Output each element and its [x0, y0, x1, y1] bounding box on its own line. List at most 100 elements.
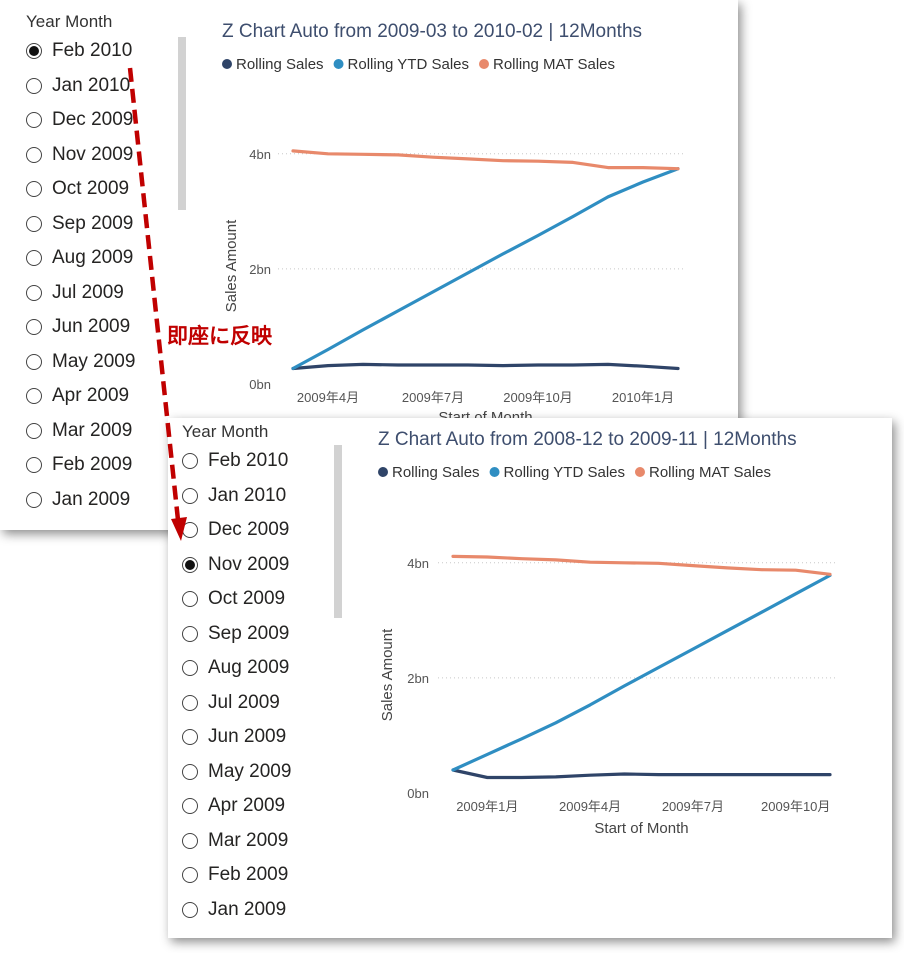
- radio-empty-icon[interactable]: [182, 729, 198, 745]
- y-axis-label: Sales Amount: [223, 219, 240, 312]
- z-chart: Z Chart Auto from 2008-12 to 2009-11 | 1…: [378, 429, 838, 837]
- slicer-item[interactable]: Dec 2009: [26, 104, 133, 136]
- slicer-item-label: Jan 2010: [208, 484, 287, 506]
- slicer-scrollbar[interactable]: [178, 37, 186, 210]
- slicer-item[interactable]: Feb 2010: [182, 445, 288, 477]
- series-line-rolling[interactable]: [451, 768, 832, 780]
- radio-empty-icon[interactable]: [26, 146, 42, 163]
- slicer-item-label: May 2009: [208, 760, 292, 782]
- radio-empty-icon[interactable]: [26, 457, 42, 473]
- slicer-item[interactable]: Apr 2009: [182, 790, 285, 822]
- slicer-item[interactable]: Nov 2009: [182, 549, 289, 581]
- radio-empty-icon[interactable]: [182, 660, 198, 676]
- y-tick-label: 4bn: [249, 147, 271, 162]
- slicer-item-label: Jan 2009: [208, 898, 287, 920]
- legend-marker: [489, 467, 500, 477]
- slicer-item[interactable]: Jul 2009: [182, 687, 280, 719]
- slicer-scrollbar[interactable]: [334, 445, 342, 618]
- slicer-item[interactable]: Jun 2009: [26, 311, 130, 343]
- radio-empty-icon[interactable]: [182, 453, 198, 469]
- x-tick-label: 2009年4月: [297, 390, 359, 405]
- legend-label[interactable]: Rolling MAT Sales: [493, 56, 615, 73]
- legend-label[interactable]: Rolling YTD Sales: [504, 464, 625, 481]
- series-line-ytd[interactable]: [451, 573, 832, 772]
- radio-empty-icon[interactable]: [182, 798, 198, 814]
- radio-empty-icon[interactable]: [26, 319, 42, 335]
- slicer-item[interactable]: May 2009: [26, 346, 135, 378]
- y-tick-label: 4bn: [407, 556, 429, 571]
- slicer-item[interactable]: Nov 2009: [26, 139, 133, 171]
- slicer-item[interactable]: May 2009: [182, 756, 291, 788]
- radio-empty-icon[interactable]: [182, 625, 198, 642]
- radio-empty-icon[interactable]: [182, 763, 198, 780]
- x-tick-label: 2009年7月: [402, 390, 464, 405]
- slicer-item[interactable]: Jan 2010: [182, 480, 286, 512]
- slicer-item-label: Sep 2009: [208, 622, 290, 644]
- radio-selected-icon[interactable]: [26, 43, 42, 59]
- legend-marker: [222, 59, 232, 69]
- radio-empty-icon[interactable]: [26, 77, 42, 94]
- z-chart: Z Chart Auto from 2009-03 to 2010-02 | 1…: [222, 21, 686, 426]
- radio-empty-icon[interactable]: [26, 491, 42, 508]
- radio-empty-icon[interactable]: [26, 284, 42, 301]
- radio-empty-icon[interactable]: [26, 112, 42, 128]
- slicer-item-label: Aug 2009: [208, 657, 290, 678]
- slicer-item[interactable]: Jul 2009: [26, 277, 124, 309]
- slicer-item-label: Apr 2009: [208, 795, 286, 816]
- slicer-item[interactable]: Jun 2009: [182, 721, 286, 753]
- radio-empty-icon[interactable]: [26, 250, 42, 266]
- slicer-item[interactable]: Feb 2009: [182, 859, 288, 891]
- legend-label[interactable]: Rolling YTD Sales: [348, 56, 469, 73]
- radio-empty-icon[interactable]: [182, 487, 198, 504]
- legend-label[interactable]: Rolling Sales: [392, 464, 480, 481]
- slicer-item-label: Jun 2009: [52, 316, 131, 337]
- radio-empty-icon[interactable]: [182, 591, 198, 607]
- slicer-item-label: Mar 2009: [208, 829, 289, 851]
- slicer-item[interactable]: Mar 2009: [26, 415, 132, 447]
- slicer-item[interactable]: Aug 2009: [182, 652, 289, 684]
- series-line-rolling[interactable]: [291, 362, 680, 371]
- legend-label[interactable]: Rolling MAT Sales: [649, 464, 771, 481]
- radio-empty-icon[interactable]: [182, 867, 198, 883]
- radio-empty-icon[interactable]: [182, 694, 198, 711]
- slicer-item[interactable]: Jan 2009: [26, 484, 130, 516]
- x-tick-label: 2009年7月: [662, 799, 724, 814]
- slicer-item[interactable]: Mar 2009: [182, 825, 288, 857]
- slicer-item-label: Jan 2009: [52, 488, 131, 510]
- x-tick-label: 2009年10月: [761, 799, 830, 814]
- slicer-item[interactable]: Jan 2010: [26, 70, 130, 102]
- slicer-item-label: Jul 2009: [208, 691, 280, 713]
- radio-empty-icon[interactable]: [182, 901, 198, 918]
- slicer-item[interactable]: Feb 2010: [26, 35, 132, 67]
- slicer-item[interactable]: Feb 2009: [26, 449, 132, 481]
- x-tick-label: 2009年1月: [456, 799, 518, 814]
- slicer-item[interactable]: Apr 2009: [26, 380, 129, 412]
- radio-empty-icon[interactable]: [26, 181, 42, 197]
- legend-label[interactable]: Rolling Sales: [236, 56, 324, 73]
- series-line-mat[interactable]: [451, 554, 832, 576]
- slicer-item[interactable]: Jan 2009: [182, 894, 286, 926]
- slicer-item[interactable]: Oct 2009: [182, 583, 285, 615]
- slicer-item-label: Aug 2009: [52, 247, 134, 268]
- radio-empty-icon[interactable]: [26, 353, 42, 370]
- y-tick-label: 2bn: [249, 262, 271, 277]
- radio-empty-icon[interactable]: [26, 215, 42, 232]
- slicer-title: Year Month: [26, 12, 113, 31]
- radio-empty-icon[interactable]: [182, 832, 198, 849]
- slicer-item[interactable]: Sep 2009: [26, 208, 133, 240]
- slicer-item-label: Jul 2009: [52, 281, 124, 303]
- slicer-item[interactable]: Oct 2009: [26, 173, 129, 205]
- slicer-item[interactable]: Sep 2009: [182, 618, 289, 650]
- slicer-item-label: Nov 2009: [52, 143, 134, 165]
- series-line-ytd[interactable]: [291, 167, 680, 371]
- radio-selected-icon[interactable]: [182, 556, 198, 573]
- series-line-mat[interactable]: [291, 149, 680, 171]
- legend-marker: [479, 59, 489, 69]
- slicer-item[interactable]: Aug 2009: [26, 242, 133, 274]
- radio-empty-icon[interactable]: [26, 422, 42, 439]
- slicer-item-label: Feb 2009: [52, 454, 133, 475]
- y-tick-label: 2bn: [407, 671, 429, 686]
- chart-title: Z Chart Auto from 2008-12 to 2009-11 | 1…: [378, 429, 797, 450]
- radio-empty-icon[interactable]: [26, 388, 42, 404]
- legend-marker: [333, 59, 344, 69]
